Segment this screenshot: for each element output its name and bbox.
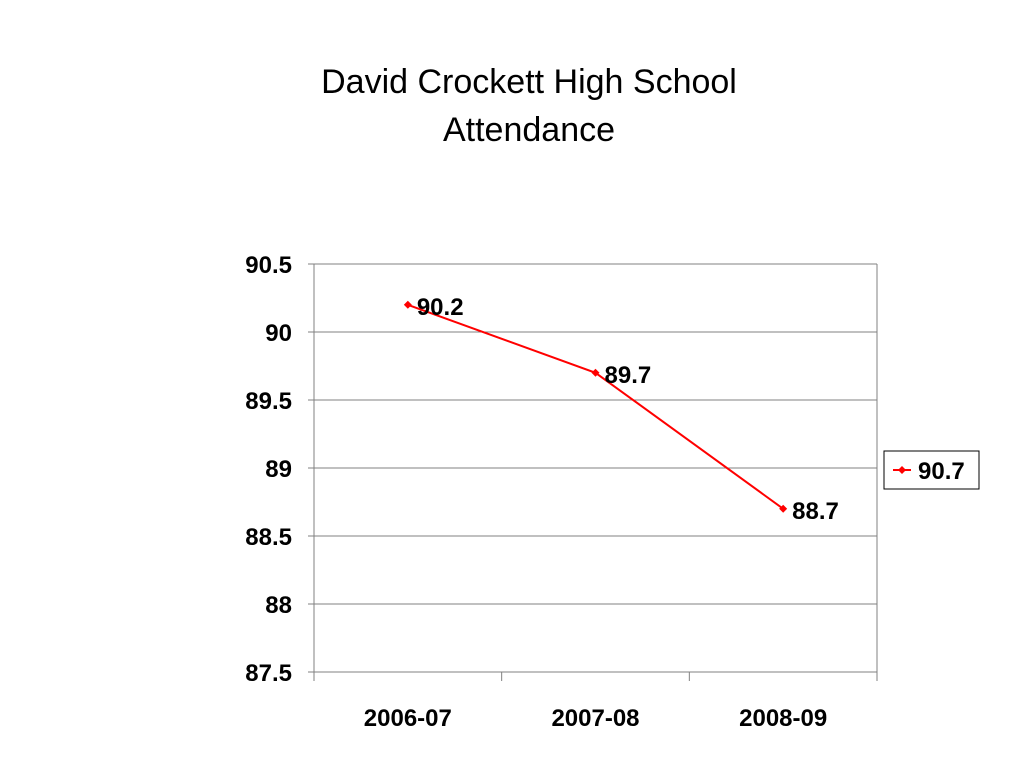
series-layer bbox=[403, 300, 788, 513]
y-tick-label: 89.5 bbox=[245, 388, 292, 415]
x-tick-label: 2006-07 bbox=[364, 705, 452, 732]
chart-title-line-2: Attendance bbox=[442, 111, 616, 149]
data-label: 90.2 bbox=[417, 294, 464, 321]
labels-layer: 87.5 88 88.5 89 89.5 90 90.5 2006-07 2007-08 2008… bbox=[245, 252, 839, 732]
y-tick-label: 90.5 bbox=[245, 252, 292, 279]
y-tick-label: 90 bbox=[265, 320, 292, 347]
x-tick-label: 2007-08 bbox=[551, 705, 639, 732]
legend-label: 90.7 bbox=[918, 458, 965, 485]
data-point bbox=[591, 368, 600, 377]
data-label: 89.7 bbox=[605, 362, 652, 389]
x-tick-label: 2008-09 bbox=[739, 705, 827, 732]
data-point bbox=[779, 504, 788, 513]
legend: 90.7 bbox=[883, 450, 980, 490]
y-tick-label: 87.5 bbox=[245, 660, 292, 687]
axes bbox=[308, 263, 878, 681]
y-tick-label: 89 bbox=[265, 456, 292, 483]
data-point bbox=[403, 300, 412, 309]
y-tick-label: 88.5 bbox=[245, 524, 292, 551]
chart-title-line-1: David Crockett High School bbox=[321, 63, 737, 101]
data-label: 88.7 bbox=[792, 498, 839, 525]
y-tick-label: 88 bbox=[265, 592, 292, 619]
gridlines bbox=[314, 263, 877, 605]
legend-swatch-marker bbox=[898, 466, 906, 474]
chart-title: David Crockett High School Attendance bbox=[0, 58, 1024, 154]
series-line bbox=[407, 303, 784, 510]
